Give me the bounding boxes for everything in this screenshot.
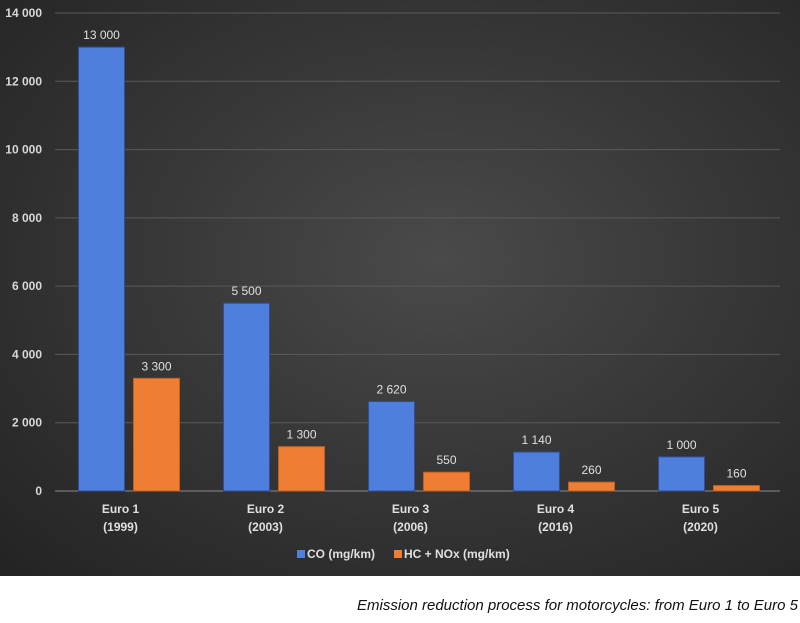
bar-hc-nox	[133, 377, 180, 492]
data-label: 2 620	[376, 383, 406, 397]
x-tick-label: (2003)	[248, 520, 283, 534]
bar-hc-nox	[423, 471, 470, 492]
legend-label: HC + NOx (mg/km)	[404, 547, 510, 561]
bar-hc-nox	[278, 446, 325, 492]
x-tick-label: Euro 5	[682, 502, 720, 516]
x-tick-label: Euro 2	[247, 502, 285, 516]
bar-co	[368, 401, 415, 492]
y-tick-label: 14 000	[5, 6, 42, 20]
x-tick-label: Euro 1	[102, 502, 140, 516]
legend-swatch	[394, 550, 402, 558]
bar-co	[223, 302, 270, 492]
data-label: 5 500	[231, 284, 261, 298]
data-label: 260	[581, 463, 601, 477]
bar-chart: 0 2 000 4 000 6 000 8 000 10 000 12 000 14 000 1…	[5, 6, 780, 561]
x-tick-label: (2016)	[538, 520, 573, 534]
legend-label: CO (mg/km)	[307, 547, 375, 561]
data-label: 1 300	[286, 428, 316, 442]
x-tick-label: Euro 3	[392, 502, 430, 516]
data-label: 550	[436, 453, 456, 467]
x-tick-label: Euro 4	[537, 502, 575, 516]
y-tick-label: 8 000	[12, 211, 42, 225]
bar-hc-nox	[713, 485, 760, 492]
data-label: 1 000	[666, 438, 696, 452]
data-label: 160	[726, 467, 746, 481]
y-tick-label: 2 000	[12, 416, 42, 430]
data-label: 1 140	[521, 433, 551, 447]
x-tick-label: (1999)	[103, 520, 138, 534]
bar-co	[78, 46, 125, 492]
legend-swatch	[297, 550, 305, 558]
y-tick-label: 0	[35, 484, 42, 498]
y-tick-label: 12 000	[5, 74, 42, 88]
data-label: 3 300	[141, 359, 171, 373]
x-tick-label: (2006)	[393, 520, 428, 534]
x-tick-label: (2020)	[683, 520, 718, 534]
bar-co	[513, 451, 560, 492]
chart-caption: Emission reduction process for motorcycl…	[356, 597, 798, 614]
bar-co	[658, 456, 705, 492]
y-tick-label: 6 000	[12, 279, 42, 293]
y-tick-label: 4 000	[12, 347, 42, 361]
chart-area: 0 2 000 4 000 6 000 8 000 10 000 12 000 14 000 1…	[0, 0, 800, 576]
y-tick-label: 10 000	[5, 143, 42, 157]
data-label: 13 000	[83, 28, 120, 42]
bar-hc-nox	[568, 481, 615, 492]
